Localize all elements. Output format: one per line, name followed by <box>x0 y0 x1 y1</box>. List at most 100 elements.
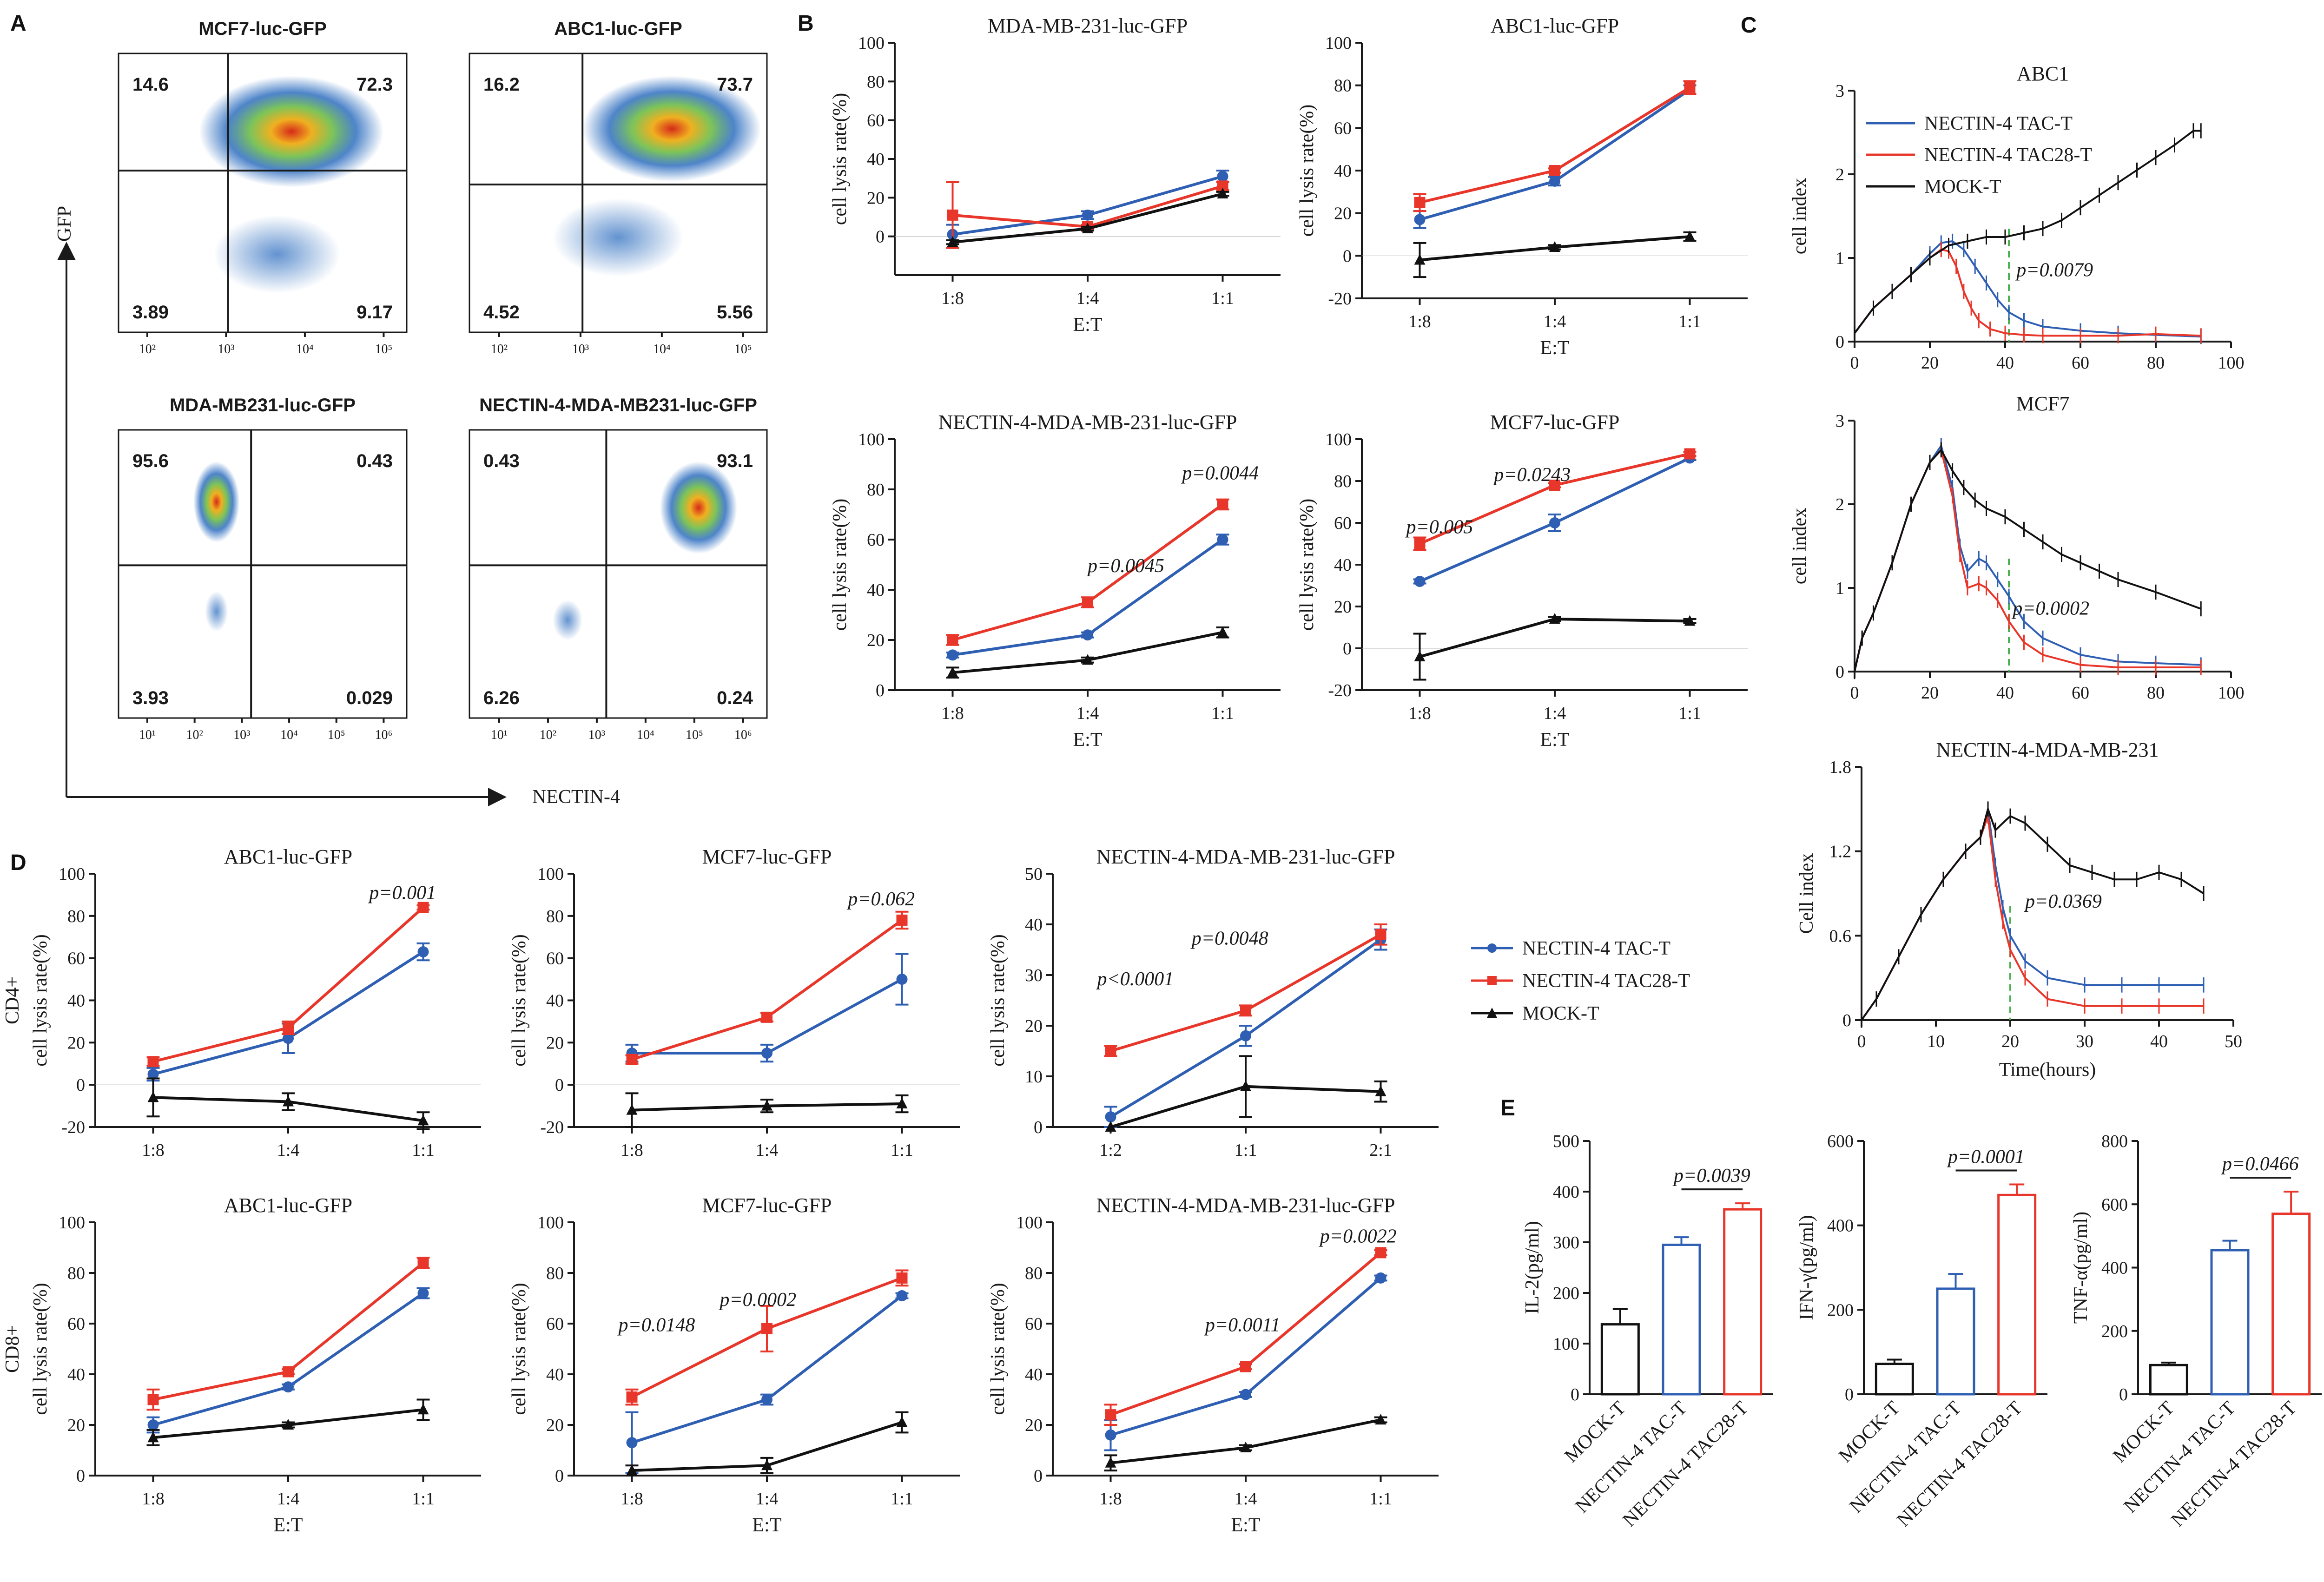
chart-e3: 0200400600800TNF-α(pg/ml)MOCK-TNECTIN-4 … <box>2070 1132 2322 1531</box>
x-tick-label: 1:4 <box>277 1489 300 1509</box>
y-tick-label: 80 <box>546 907 564 926</box>
data-point-tac <box>1105 1111 1116 1123</box>
data-point-tac <box>761 1048 772 1059</box>
x-tick-label: 1:1 <box>1235 1140 1257 1160</box>
p-value: p=0.0039 <box>1672 1165 1750 1186</box>
data-point-mock <box>896 1416 908 1427</box>
data-point-tac28 <box>1240 1005 1251 1016</box>
x-tick-label: 1:8 <box>941 704 964 723</box>
p-value: p=0.062 <box>846 889 915 910</box>
panel-letter-e: E <box>1500 1096 1515 1121</box>
y-tick-label: 200 <box>1827 1300 1854 1320</box>
x-tick-label: 20 <box>2001 1032 2019 1051</box>
flow-plot-frame <box>118 53 408 333</box>
flow-cytometry-panel: GFP NECTIN-4 MCF7-luc-GFP 14.6 72.3 3.89 9.1… <box>54 19 768 808</box>
legend-label-tac: NECTIN-4 TAC-T <box>1924 113 2073 134</box>
flow-x-tick-label: 10² <box>491 342 508 356</box>
y-tick-label: 40 <box>1334 555 1352 575</box>
y-tick-label: 0 <box>76 1466 85 1486</box>
data-point-tac <box>896 1290 908 1302</box>
data-point-mock <box>626 1104 638 1115</box>
y-tick-label: 0 <box>1343 639 1352 659</box>
quadrant-lr-value: 9.17 <box>357 302 393 323</box>
chart-title: NECTIN-4-MDA-MB-231 <box>1936 738 2159 761</box>
x-tick-label: 1:4 <box>1076 289 1099 308</box>
x-tick-label: 1:1 <box>891 1489 913 1509</box>
chart-d5: 0 20 40 60 80 100 MCF7-luc-GFP cell lysis rate(… <box>508 1194 960 1536</box>
p-value: p=0.0011 <box>1204 1314 1281 1336</box>
data-point-mock <box>1375 1085 1386 1096</box>
series-line-mock <box>1854 130 2201 334</box>
x-axis-label: E:T <box>1073 314 1103 336</box>
x-tick-label: 1:8 <box>621 1489 643 1509</box>
chart-d2: -20 0 20 40 60 80 100 MCF7-luc-GFP cell lysis ra… <box>508 845 960 1160</box>
panel-letter-c: C <box>1741 13 1757 38</box>
y-tick-label: 80 <box>1334 472 1352 491</box>
data-point-tac28 <box>1082 597 1093 608</box>
series-line-tac28 <box>1854 448 2201 672</box>
y-tick-label: 20 <box>67 1033 85 1053</box>
data-point-mock <box>1684 615 1696 626</box>
chart-d1: -20 0 20 40 60 80 100 ABC1-luc-GFP cell lysis ra… <box>2 845 481 1160</box>
data-point-tac <box>1414 214 1426 225</box>
group-label: CD8+ <box>2 1325 23 1373</box>
chart-title: MCF7-luc-GFP <box>702 1194 832 1217</box>
y-tick-label: 0 <box>876 227 885 247</box>
data-point-tac28 <box>947 634 958 646</box>
y-axis-label: Cell index <box>1796 853 1817 934</box>
x-tick-label: 1:8 <box>941 289 964 308</box>
y-axis-label: cell lysis rate(%) <box>508 934 530 1067</box>
y-axis-label: cell lysis rate(%) <box>829 499 851 631</box>
x-axis-label: E:T <box>753 1515 782 1536</box>
y-axis-label: cell lysis rate(%) <box>1296 105 1318 237</box>
y-tick-label: 3 <box>1835 81 1844 101</box>
flow-cell-cloud <box>205 591 228 632</box>
y-axis-label: cell lysis rate(%) <box>30 1283 51 1415</box>
y-tick-label: 0 <box>1571 1385 1579 1404</box>
bar-mock <box>2149 1364 2188 1396</box>
y-tick-label: 60 <box>1334 514 1352 533</box>
x-tick-label: 20 <box>1921 683 1939 703</box>
flow-x-tick-label: 10⁶ <box>734 728 752 742</box>
y-tick-label: 60 <box>1334 119 1352 138</box>
x-tick-label: 60 <box>2072 683 2089 703</box>
y-tick-label: 100 <box>1325 430 1352 449</box>
y-tick-label: 80 <box>546 1264 564 1283</box>
x-tick-label: 1:4 <box>1544 312 1566 331</box>
quadrant-ll-value: 3.89 <box>132 302 169 323</box>
flow-cell-cloud <box>553 600 583 640</box>
x-axis-label: E:T <box>274 1515 303 1536</box>
x-tick-label: 1:1 <box>1678 704 1701 723</box>
flow-x-tick-label: 10³ <box>572 342 589 356</box>
y-tick-label: 100 <box>1016 1213 1043 1233</box>
p-value: p=0.0045 <box>1086 555 1164 577</box>
p-value: p=0.0369 <box>2024 891 2102 912</box>
group-label: CD4+ <box>2 976 23 1024</box>
y-tick-label: 20 <box>1334 204 1352 224</box>
legend-panel-d: NECTIN-4 TAC-T NECTIN-4 TAC28-T MOCK-T <box>1471 938 1690 1024</box>
y-tick-label: -20 <box>540 1118 564 1137</box>
series-line-tac28 <box>631 919 903 1061</box>
chart-d6: 0 20 40 60 80 100 NECTIN-4-MDA-MB-231-luc-GFP c… <box>987 1194 1439 1536</box>
y-tick-label: 800 <box>2101 1132 2128 1151</box>
y-tick-label: 200 <box>1553 1284 1579 1303</box>
data-point-mock <box>1082 223 1093 233</box>
p-value: p=0.001 <box>368 883 436 904</box>
y-tick-label: 0 <box>876 681 885 700</box>
flow-x-tick-label: 10² <box>139 342 156 356</box>
chart-title: ABC1-luc-GFP <box>224 845 352 868</box>
data-point-mock <box>1240 1442 1251 1453</box>
flow-x-tick-label: 10⁴ <box>280 728 298 742</box>
y-tick-label: 80 <box>67 907 85 926</box>
chart-title: MCF7 <box>2016 392 2070 415</box>
panel-letter-b: B <box>798 11 814 36</box>
y-tick-label: 0 <box>2119 1385 2128 1404</box>
data-point-mock <box>147 1431 159 1443</box>
gfp-axis-label: GFP <box>54 206 75 242</box>
data-point-tac28 <box>1684 448 1696 460</box>
y-tick-label: 60 <box>546 1314 564 1334</box>
data-point-mock <box>1217 188 1228 198</box>
data-point-tac <box>1082 629 1093 641</box>
x-tick-label: 40 <box>1996 683 2014 703</box>
